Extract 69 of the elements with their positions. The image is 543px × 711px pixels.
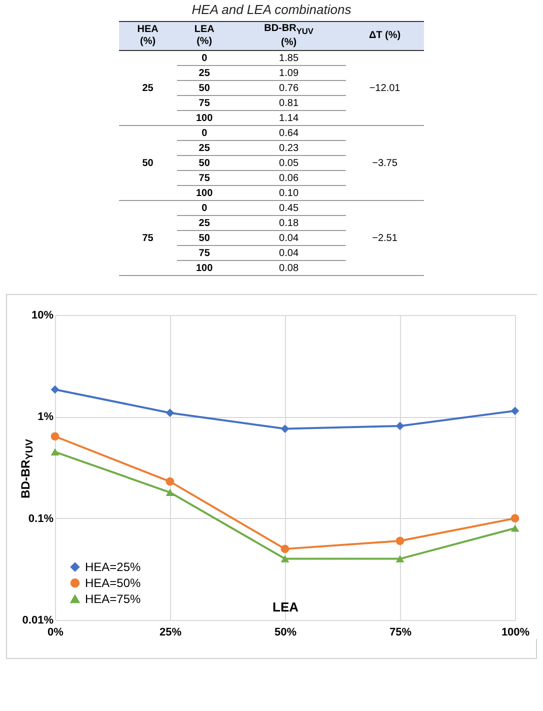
point: [280, 555, 290, 562]
text: 0.64: [232, 126, 346, 140]
text: 1.14: [232, 110, 346, 126]
text: 0: [176, 200, 232, 216]
text: 100: [196, 188, 213, 198]
text: 75: [198, 98, 210, 108]
text: 100: [196, 112, 213, 124]
y-tick-label: 0.1%: [28, 512, 54, 525]
text: 0.81: [232, 96, 346, 110]
text: LEA (%): [176, 22, 232, 50]
x-tick-label: 25%: [159, 626, 182, 638]
text: 0.45: [232, 200, 346, 216]
point: [510, 514, 520, 523]
y-tick-label: 1%: [38, 411, 54, 424]
text: 0: [202, 52, 208, 64]
point: [166, 408, 174, 418]
point: [510, 406, 520, 416]
point: [396, 536, 404, 546]
text: −2.51: [346, 200, 424, 276]
text: 0.76: [232, 80, 346, 96]
text: 50: [119, 126, 177, 200]
text: BD-BR$_{YUV}$ (%): [232, 22, 346, 50]
text: 100: [176, 260, 232, 276]
text: 50: [198, 158, 210, 168]
text: HEA (%): [119, 22, 177, 50]
text: 1.85: [232, 50, 346, 66]
point: [280, 424, 290, 433]
text: 25: [176, 140, 232, 156]
text: 75: [198, 172, 210, 184]
point: [396, 422, 404, 430]
text: 75: [176, 246, 232, 260]
point: [280, 544, 290, 554]
text: 1.09: [232, 66, 346, 80]
text: 0: [202, 128, 208, 138]
text: 50: [198, 82, 210, 94]
text: 25: [176, 216, 232, 230]
y-tick-label: 10%: [31, 310, 54, 322]
point: [510, 524, 520, 532]
x-tick-label: 50%: [274, 626, 297, 638]
text: 0.04: [232, 246, 346, 260]
point: [396, 555, 404, 562]
point: [50, 432, 60, 441]
point: [50, 448, 60, 456]
x-axis-title: LEA: [272, 600, 300, 614]
text: 75: [119, 200, 177, 276]
text: 0.18: [232, 216, 346, 230]
x-tick-label: 100%: [501, 626, 530, 638]
y-tick-label: 0.01%: [22, 614, 54, 626]
text: 0.10: [232, 186, 346, 200]
text: −12.01: [346, 50, 424, 126]
text: −3.75: [346, 126, 424, 200]
text: ΔT (%): [346, 22, 424, 50]
text: 50: [176, 230, 232, 246]
legend-label: HEA=75%: [85, 592, 142, 606]
text: 25: [198, 68, 210, 78]
legend-label: HEA=25%: [85, 560, 142, 574]
text: 0.05: [232, 156, 346, 170]
text: 25: [142, 82, 154, 94]
point: [166, 477, 174, 486]
point: [166, 488, 174, 496]
x-tick-label: 75%: [389, 626, 412, 638]
chart-title: HEA and LEA combinations: [190, 1, 352, 17]
text: 0.08: [232, 260, 346, 276]
text: 0.04: [232, 230, 346, 246]
x-tick-label: 0%: [48, 626, 64, 638]
point: [50, 385, 60, 394]
legend-label: HEA=50%: [85, 576, 142, 590]
text: 0.23: [232, 140, 346, 156]
text: 0.06: [232, 170, 346, 186]
